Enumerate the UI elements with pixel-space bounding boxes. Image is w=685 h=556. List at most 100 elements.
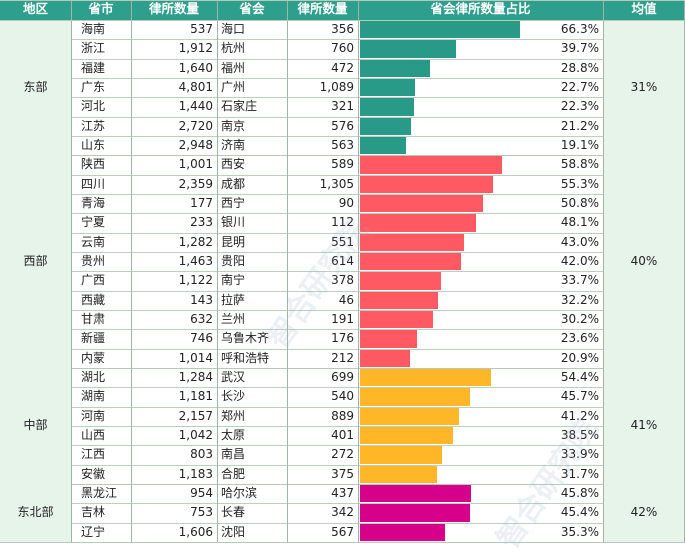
province-name: 湖南 bbox=[81, 389, 106, 404]
share-bar bbox=[360, 78, 415, 97]
province-firm-count: 1,181 bbox=[178, 389, 213, 404]
share-bar bbox=[360, 349, 411, 367]
capital-name: 长沙 bbox=[221, 389, 246, 404]
capital-firm-count: 472 bbox=[331, 60, 354, 75]
region-label: 东北部 bbox=[17, 504, 54, 519]
capital-firm-count: 551 bbox=[331, 234, 354, 249]
capital-firm-count: 1,305 bbox=[319, 176, 354, 191]
share-label: 22.3% bbox=[560, 99, 599, 114]
share-bar bbox=[360, 504, 470, 522]
province-firm-count: 2,948 bbox=[178, 137, 213, 152]
row-divider bbox=[71, 348, 603, 350]
row-divider bbox=[71, 464, 603, 466]
region-divider bbox=[0, 541, 685, 543]
share-label: 50.8% bbox=[560, 195, 599, 210]
province-firm-count: 233 bbox=[190, 215, 213, 230]
province-firm-count: 4,801 bbox=[178, 79, 213, 94]
province-firm-count: 143 bbox=[190, 292, 213, 307]
share-label: 32.2% bbox=[560, 292, 599, 307]
row-divider bbox=[71, 193, 603, 195]
capital-firm-count: 589 bbox=[331, 157, 354, 172]
share-label: 20.9% bbox=[560, 350, 599, 365]
share-bar bbox=[360, 291, 438, 309]
capital-name: 太原 bbox=[221, 427, 246, 442]
share-label: 45.8% bbox=[560, 485, 599, 500]
capital-name: 郑州 bbox=[221, 408, 246, 423]
share-label: 58.8% bbox=[560, 157, 599, 172]
share-label: 41.2% bbox=[560, 408, 599, 423]
province-firm-count: 1,282 bbox=[178, 234, 213, 249]
province-name: 广西 bbox=[81, 273, 106, 288]
province-name: 内蒙 bbox=[81, 350, 106, 365]
province-name: 宁夏 bbox=[81, 215, 106, 230]
capital-firm-count: 540 bbox=[331, 389, 354, 404]
province-name: 福建 bbox=[81, 60, 106, 75]
header-divider bbox=[0, 20, 685, 21]
share-bar bbox=[360, 407, 460, 425]
row-divider bbox=[71, 329, 603, 331]
share-bar bbox=[360, 388, 471, 406]
province-name: 新疆 bbox=[81, 331, 106, 346]
province-name: 河南 bbox=[81, 408, 106, 423]
row-divider bbox=[71, 135, 603, 137]
province-firm-count: 753 bbox=[190, 505, 213, 520]
capital-name: 乌鲁木齐 bbox=[221, 331, 270, 346]
capital-firm-count: 437 bbox=[331, 485, 354, 500]
province-firm-count: 1,606 bbox=[178, 524, 213, 539]
capital-firm-count: 889 bbox=[331, 408, 354, 423]
share-bar bbox=[360, 214, 477, 232]
share-bar bbox=[360, 446, 442, 464]
share-label: 33.7% bbox=[560, 273, 599, 288]
share-label: 19.1% bbox=[560, 137, 599, 152]
province-name: 山西 bbox=[81, 427, 106, 442]
share-bar bbox=[360, 175, 494, 193]
share-bar bbox=[360, 272, 442, 290]
capital-name: 成都 bbox=[221, 176, 246, 191]
share-label: 33.9% bbox=[560, 447, 599, 462]
province-firm-count: 537 bbox=[190, 22, 213, 36]
share-label: 22.7% bbox=[560, 79, 599, 94]
province-firm-count: 2,720 bbox=[178, 118, 213, 133]
column-header: 省会 bbox=[239, 1, 265, 16]
row-divider bbox=[71, 251, 603, 253]
column-header: 律所数量 bbox=[297, 1, 348, 16]
province-name: 陕西 bbox=[81, 157, 106, 172]
share-bar bbox=[360, 194, 483, 213]
province-name: 甘肃 bbox=[81, 311, 106, 326]
share-bar bbox=[360, 40, 456, 58]
capital-firm-count: 212 bbox=[331, 350, 354, 365]
province-firm-count: 1,183 bbox=[178, 466, 213, 481]
region-label: 东部 bbox=[23, 80, 48, 94]
capital-name: 南昌 bbox=[221, 447, 246, 462]
share-bar bbox=[360, 484, 471, 503]
share-bar bbox=[360, 117, 412, 135]
share-bar bbox=[360, 465, 437, 483]
capital-name: 沈阳 bbox=[221, 524, 246, 539]
share-label: 66.3% bbox=[560, 22, 599, 36]
share-bar bbox=[360, 233, 464, 251]
province-name: 海南 bbox=[81, 22, 106, 36]
region-average: 41% bbox=[630, 417, 658, 432]
share-bar bbox=[360, 98, 414, 116]
capital-name: 南京 bbox=[221, 118, 246, 133]
column-header: 地区 bbox=[22, 1, 48, 16]
row-divider bbox=[71, 425, 603, 427]
region-divider bbox=[0, 155, 685, 157]
capital-firm-count: 112 bbox=[331, 215, 354, 230]
share-bar bbox=[360, 136, 407, 155]
row-divider bbox=[71, 503, 603, 505]
header-row bbox=[0, 0, 685, 20]
province-firm-count: 1,001 bbox=[178, 157, 213, 172]
province-firm-count: 1,042 bbox=[178, 427, 213, 442]
province-name: 四川 bbox=[81, 176, 106, 191]
capital-firm-count: 378 bbox=[331, 273, 354, 288]
capital-firm-count: 563 bbox=[331, 137, 354, 152]
share-label: 55.3% bbox=[560, 176, 599, 191]
capital-firm-count: 191 bbox=[331, 311, 354, 326]
avg-cell-bg bbox=[603, 20, 685, 156]
share-label: 38.5% bbox=[560, 427, 599, 442]
province-name: 青海 bbox=[81, 195, 106, 210]
share-bar bbox=[360, 368, 492, 387]
province-firm-count: 954 bbox=[190, 485, 213, 500]
capital-firm-count: 356 bbox=[331, 22, 354, 36]
